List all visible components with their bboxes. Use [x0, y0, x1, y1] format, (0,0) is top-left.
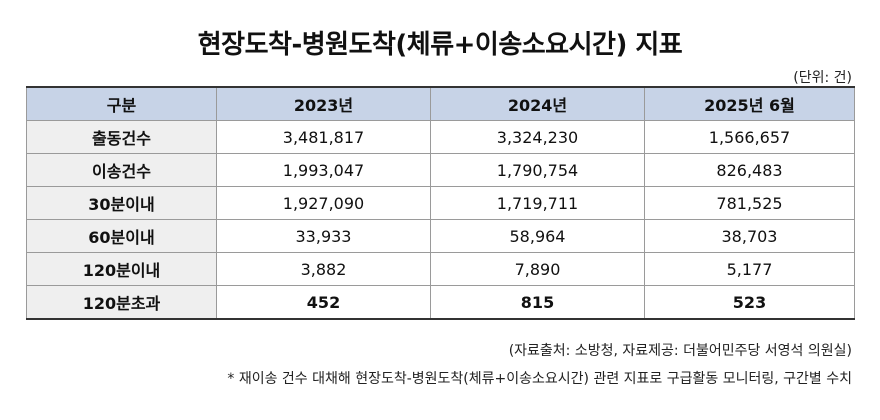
table-cell: 1,927,090 — [216, 186, 431, 220]
column-header: 2024년 — [430, 86, 645, 121]
row-label: 이송건수 — [26, 153, 217, 187]
table-cell: 826,483 — [644, 153, 855, 187]
row-label: 120분초과 — [26, 285, 217, 320]
table-row: 60분이내 33,933 58,964 38,703 — [26, 219, 855, 253]
table-cell: 33,933 — [216, 219, 431, 253]
row-label: 120분이내 — [26, 252, 217, 286]
table-row: 출동건수 3,481,817 3,324,230 1,566,657 — [26, 120, 855, 154]
table-cell: 1,719,711 — [430, 186, 645, 220]
row-label: 출동건수 — [26, 120, 217, 154]
table-cell: 3,324,230 — [430, 120, 645, 154]
table-row: 30분이내 1,927,090 1,719,711 781,525 — [26, 186, 855, 220]
table-cell: 1,566,657 — [644, 120, 855, 154]
row-label: 60분이내 — [26, 219, 217, 253]
unit-label: (단위: 건) — [793, 70, 852, 86]
table-cell: 5,177 — [644, 252, 855, 286]
table-cell: 1,993,047 — [216, 153, 431, 187]
table-row: 120분이내 3,882 7,890 5,177 — [26, 252, 855, 286]
table-cell: 58,964 — [430, 219, 645, 253]
row-label: 30분이내 — [26, 186, 217, 220]
column-header: 구분 — [26, 86, 217, 121]
table-cell: 815 — [430, 285, 645, 320]
table-cell: 781,525 — [644, 186, 855, 220]
table-cell: 38,703 — [644, 219, 855, 253]
table-row: 이송건수 1,993,047 1,790,754 826,483 — [26, 153, 855, 187]
table-cell: 7,890 — [430, 252, 645, 286]
stats-table: 구분 2023년 2024년 2025년 6월 출동건수 3,481,817 3… — [26, 86, 855, 320]
page-title: 현장도착-병원도착(체류+이송소요시간) 지표 — [197, 30, 683, 60]
table-row: 120분초과 452 815 523 — [26, 285, 855, 320]
column-header: 2023년 — [216, 86, 431, 121]
column-header: 2025년 6월 — [644, 86, 855, 121]
table-cell: 3,882 — [216, 252, 431, 286]
table-cell: 452 — [216, 285, 431, 320]
table-cell: 523 — [644, 285, 855, 320]
table-cell: 3,481,817 — [216, 120, 431, 154]
table-cell: 1,790,754 — [430, 153, 645, 187]
source-note: (자료출처: 소방청, 자료제공: 더불어민주당 서영석 의원실) — [508, 343, 852, 359]
table-header-row: 구분 2023년 2024년 2025년 6월 — [26, 86, 855, 121]
footnote: * 재이송 건수 대채해 현장도착-병원도착(체류+이송소요시간) 관련 지표로… — [227, 371, 852, 387]
